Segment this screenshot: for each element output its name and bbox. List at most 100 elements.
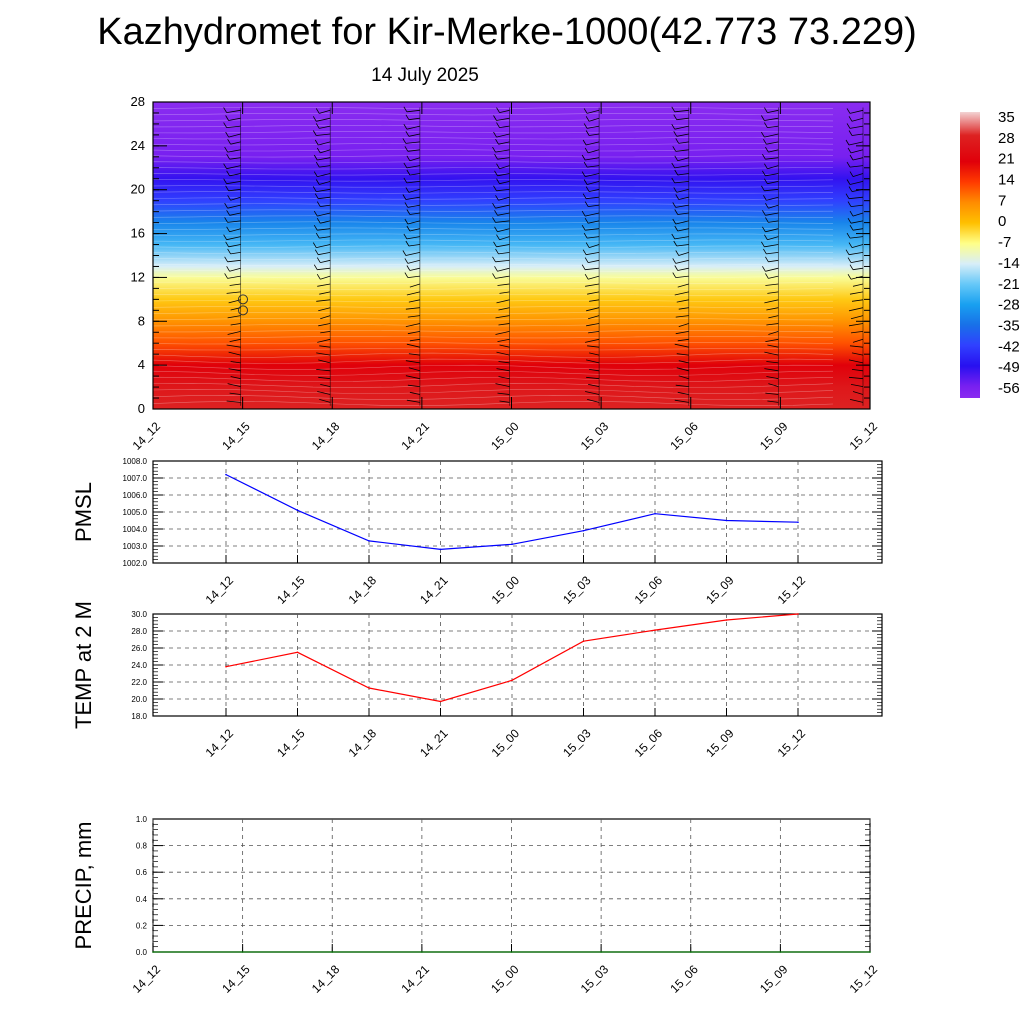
wind-barb: [496, 234, 510, 241]
wind-barb: [409, 391, 420, 395]
wind-barb: [403, 177, 420, 184]
wind-barb: [763, 138, 779, 145]
wind-barb: [584, 147, 600, 154]
wind-barb: [764, 234, 779, 241]
wind-barb: [494, 170, 510, 177]
wind-barb: [587, 291, 600, 295]
wind-barb: [316, 257, 331, 263]
wind-barb: [672, 272, 689, 278]
wind-barb: [673, 240, 689, 247]
wind-barb: [493, 115, 510, 121]
wind-barb: [585, 130, 600, 136]
wind-barb: [762, 226, 779, 233]
wind-barb: [404, 272, 420, 278]
wind-barb: [407, 315, 420, 318]
wind-barb: [673, 131, 689, 137]
wind-barb: [671, 162, 689, 169]
isotherm-line: [152, 352, 834, 358]
wind-barb: [405, 114, 420, 121]
data-point: [654, 629, 656, 631]
wind-barb: [492, 256, 510, 263]
wind-barb: [762, 170, 779, 177]
wind-barb: [581, 264, 600, 271]
wind-barb: [673, 114, 689, 121]
isotherm-line: [152, 336, 834, 339]
y-tick-label: 0.0: [136, 948, 148, 957]
wind-barb: [581, 224, 600, 231]
x-tick-label: 15_12: [847, 962, 881, 996]
calm-marker: [238, 305, 248, 316]
wind-barb: [846, 123, 864, 129]
x-tick-label: 15_03: [560, 573, 594, 607]
x-tick-label: 15_06: [632, 726, 666, 760]
isotherm-line: [152, 342, 834, 345]
wind-barb: [223, 122, 241, 128]
colorbar-label: -28: [998, 297, 1020, 314]
isotherm-line: [152, 112, 833, 116]
wind-barb: [228, 351, 241, 356]
wind-barb: [846, 108, 864, 114]
wind-barb: [226, 266, 241, 272]
wind-barb: [767, 291, 779, 294]
wind-barb: [847, 217, 864, 224]
wind-barb: [674, 225, 689, 232]
isotherm-line: [152, 209, 834, 212]
data-point: [797, 613, 799, 615]
x-tick-label: 15_09: [757, 962, 791, 996]
wind-barb: [768, 383, 779, 387]
x-tick-label: 15_09: [703, 726, 737, 760]
y-tick-label: 24: [131, 138, 145, 153]
wind-barb: [498, 323, 510, 326]
wind-barb: [585, 338, 600, 343]
wind-barb: [315, 161, 331, 168]
isotherm-line: [152, 124, 834, 128]
wind-barb: [227, 248, 241, 255]
wind-barb: [496, 178, 510, 185]
y-tick-label: 1002.0: [123, 559, 148, 568]
colorbar-label: -56: [998, 380, 1020, 397]
wind-barb: [402, 194, 420, 200]
wind-barb: [497, 283, 510, 286]
wind-barb: [586, 376, 600, 380]
isotherm-line: [152, 245, 834, 248]
colorbar-label: 14: [998, 172, 1015, 189]
wind-barb: [313, 154, 331, 161]
wind-barb: [227, 383, 241, 387]
wind-barb: [671, 233, 689, 240]
wind-barb: [585, 186, 600, 192]
wind-barb: [848, 359, 864, 364]
data-point: [510, 951, 513, 953]
wind-barb: [584, 273, 600, 280]
data-point: [296, 509, 299, 512]
isotherm-line: [152, 239, 834, 242]
wind-barb: [313, 210, 331, 217]
wind-barb: [675, 331, 689, 335]
data-point: [241, 951, 244, 953]
wind-barb: [674, 399, 689, 403]
y-tick-label: 28.0: [131, 627, 147, 636]
wind-barb: [674, 155, 689, 162]
x-tick-label: 15_00: [488, 962, 522, 996]
wind-barb: [848, 307, 864, 312]
wind-barb: [498, 376, 510, 380]
isotherm-line: [152, 118, 834, 122]
wind-barb: [677, 338, 689, 342]
wind-barb: [496, 299, 510, 304]
wind-barb: [850, 331, 864, 334]
wind-barb: [852, 338, 864, 343]
wind-barb: [407, 331, 420, 335]
y-tick-label: 1.0: [136, 815, 148, 824]
x-tick-label: 15_00: [488, 419, 522, 453]
data-point: [225, 665, 227, 668]
wind-barb: [765, 283, 779, 286]
wind-barb: [672, 258, 689, 264]
wind-barb: [677, 391, 689, 395]
isotherm-line: [152, 299, 834, 303]
wind-barb: [494, 210, 510, 216]
data-point: [331, 951, 334, 953]
wind-barb: [495, 248, 510, 255]
isotherm-line: [152, 382, 834, 388]
isotherm-line: [152, 388, 834, 394]
isotherm-line: [152, 143, 834, 146]
